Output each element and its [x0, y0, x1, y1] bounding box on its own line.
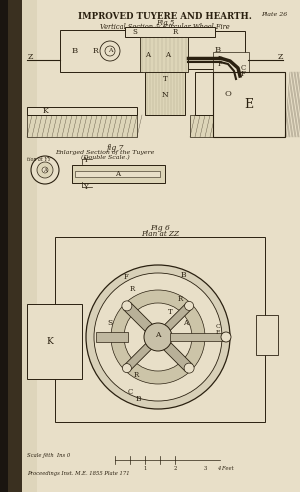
- Text: Scale ƒēth  Ins 0: Scale ƒēth Ins 0: [27, 454, 70, 459]
- Text: A: A: [155, 331, 161, 339]
- Text: E: E: [244, 97, 253, 111]
- Bar: [60, 30, 142, 72]
- Text: C: C: [216, 325, 220, 330]
- Text: R: R: [172, 28, 178, 36]
- Text: S: S: [107, 319, 112, 327]
- Circle shape: [86, 265, 230, 409]
- Polygon shape: [123, 303, 154, 334]
- Bar: [170, 333, 225, 341]
- Text: R: R: [134, 371, 139, 379]
- Text: fig 7: fig 7: [106, 144, 124, 152]
- Text: Plate 26: Plate 26: [261, 12, 287, 17]
- Text: (Double Scale.): (Double Scale.): [81, 155, 129, 160]
- Text: Proceedings Inst. M.E. 1855 Plate 171: Proceedings Inst. M.E. 1855 Plate 171: [27, 471, 130, 476]
- Text: A: A: [146, 51, 151, 59]
- Text: Vertical Section & Circular Wheel Fire: Vertical Section & Circular Wheel Fire: [100, 23, 230, 31]
- Text: N: N: [162, 91, 168, 99]
- Text: tion at YY: tion at YY: [27, 157, 51, 162]
- Text: Fig 6: Fig 6: [150, 224, 170, 232]
- Circle shape: [122, 364, 131, 372]
- Bar: [140, 37, 188, 72]
- Circle shape: [31, 156, 59, 184]
- Polygon shape: [162, 303, 192, 333]
- Text: B: B: [180, 271, 186, 279]
- Text: 3: 3: [203, 465, 207, 470]
- Text: A: A: [108, 49, 112, 54]
- Text: C: C: [240, 64, 246, 72]
- Text: Fig 5: Fig 5: [156, 19, 174, 27]
- Bar: [188, 31, 245, 69]
- Bar: [145, 72, 185, 115]
- Bar: [22, 0, 37, 492]
- Bar: [0, 0, 22, 492]
- Bar: [0, 0, 8, 492]
- Circle shape: [144, 323, 172, 351]
- Text: Enlarged Section of the Tuyere: Enlarged Section of the Tuyere: [55, 150, 155, 155]
- Text: T: T: [168, 308, 172, 316]
- Text: R: R: [92, 47, 98, 55]
- Text: Z: Z: [277, 53, 283, 61]
- Text: O: O: [225, 90, 231, 98]
- Text: F: F: [124, 273, 128, 281]
- Bar: [125, 27, 215, 37]
- Text: B: B: [72, 47, 78, 55]
- Circle shape: [42, 167, 48, 173]
- Bar: [190, 115, 280, 137]
- Text: Y: Y: [82, 183, 87, 191]
- Text: T: T: [163, 75, 167, 83]
- Text: A: A: [43, 167, 47, 173]
- Circle shape: [184, 363, 194, 373]
- Bar: [195, 72, 260, 115]
- Text: R: R: [177, 295, 183, 303]
- Bar: [213, 52, 249, 72]
- Bar: [27, 107, 137, 115]
- Text: 1: 1: [143, 465, 147, 470]
- Text: A: A: [166, 51, 170, 59]
- Bar: [72, 165, 165, 183]
- Text: B: B: [215, 46, 221, 54]
- Text: IMPROVED TUYERE AND HEARTH.: IMPROVED TUYERE AND HEARTH.: [78, 12, 252, 21]
- Text: K: K: [46, 338, 53, 346]
- Circle shape: [122, 301, 132, 311]
- Bar: [55, 237, 265, 422]
- Text: F: F: [216, 331, 220, 336]
- Text: 4 Feet: 4 Feet: [217, 465, 233, 470]
- Circle shape: [124, 303, 192, 371]
- Text: 2: 2: [173, 465, 177, 470]
- Circle shape: [184, 302, 194, 310]
- Text: C: C: [128, 388, 133, 396]
- Text: A: A: [116, 170, 121, 178]
- Text: A: A: [184, 319, 188, 327]
- Bar: [27, 304, 82, 379]
- Circle shape: [37, 162, 53, 178]
- Text: Y: Y: [82, 156, 87, 164]
- Polygon shape: [124, 341, 154, 371]
- Polygon shape: [161, 340, 193, 371]
- Bar: [285, 0, 300, 492]
- Text: Z: Z: [27, 53, 33, 61]
- Bar: [96, 332, 128, 342]
- Bar: [27, 115, 137, 137]
- Bar: [213, 72, 285, 137]
- Text: S: S: [133, 28, 137, 36]
- Circle shape: [100, 41, 120, 61]
- Bar: [256, 315, 278, 355]
- Text: K: K: [42, 107, 48, 115]
- Text: B: B: [135, 395, 141, 403]
- Circle shape: [111, 290, 205, 384]
- Text: P: P: [218, 60, 222, 68]
- Text: F: F: [241, 70, 245, 78]
- Text: R: R: [129, 285, 135, 293]
- Circle shape: [94, 273, 222, 401]
- Bar: [75, 171, 160, 177]
- Text: Plan at ZZ: Plan at ZZ: [141, 230, 179, 238]
- Circle shape: [221, 332, 231, 342]
